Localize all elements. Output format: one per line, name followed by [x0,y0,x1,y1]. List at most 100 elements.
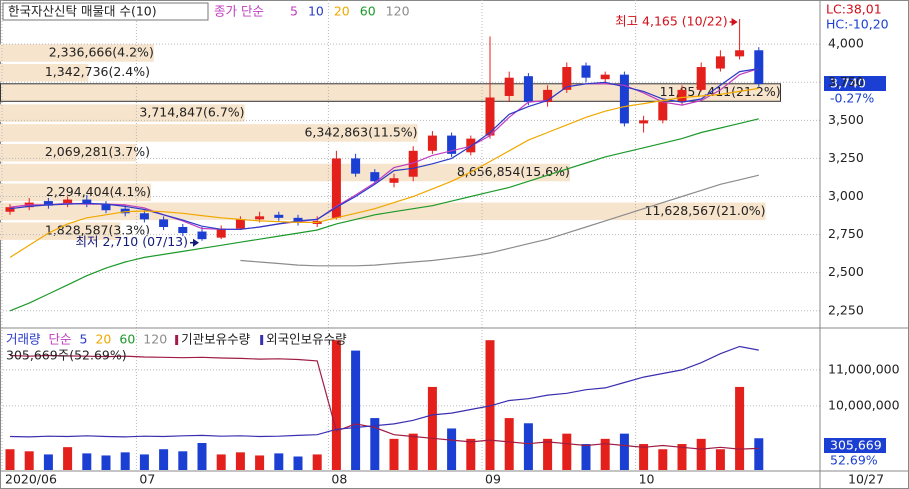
last-volume-box [824,438,886,453]
current-band-outline [0,83,781,102]
legend-entry: 단순 [49,332,72,347]
volume-bar [389,438,399,470]
y-tick-label: 4,000 [828,36,864,51]
volume-bar [197,443,207,470]
y-tick-label: 3,500 [828,112,864,127]
holding-line [9,345,759,438]
candle-body [389,178,399,183]
y2-tick-label: 10,000,000 [828,397,900,412]
price-band [0,222,121,240]
candle-body [101,204,111,211]
candle-body [485,97,495,136]
x-tick-label: 08 [331,472,347,487]
ma-line [9,68,759,230]
volume-bar [485,340,495,470]
lc-label: LC:38,01 [826,2,882,17]
volume-bar [619,433,629,470]
candle-body [696,67,706,90]
volume-bar [101,455,111,470]
price-band [0,104,245,122]
volume-header: 305,669주(52.69%) [6,348,127,363]
legend-entry: 120 [386,4,410,19]
price-band-label: 1,828,587(3.3%) [45,223,150,238]
candle-body [235,219,245,229]
candle-body [5,207,15,212]
volume-bar [715,449,725,470]
candle-body [197,231,207,240]
volume-bar [159,449,169,470]
price-band [0,183,152,202]
candle-body [255,216,265,220]
volume-bar [466,438,476,470]
price-band-label: 3,714,847(6.7%) [139,105,244,120]
volume-bar [658,449,668,470]
volume-bar [255,455,265,470]
y-tick-label: 2,750 [828,226,864,241]
candle-body [216,228,226,238]
last-date: 10/27 [848,472,884,487]
price-band [0,83,781,102]
change-label: -0.27% [830,91,874,106]
y-tick-label: 3,250 [828,150,864,165]
candle-body [120,208,130,214]
ma-line [9,118,759,312]
candle-body [523,76,533,103]
volume-bar [82,453,92,470]
volume-bar [562,433,572,470]
price-bands: 2,336,666(4.2%) 1,342,736(2.4%) 11,857,411… [0,44,781,240]
ma-line [240,174,759,267]
legend-entry: 10 [308,4,324,19]
volume-bar [504,418,514,470]
candle-body [274,214,284,218]
price-band-label: 1,342,736(2.4%) [45,64,150,79]
y2-tick-label: 11,000,000 [828,361,900,376]
plot [5,19,764,470]
arrow-head [193,238,199,247]
legend-swatch [175,335,179,345]
x-tick-label: 07 [139,472,155,487]
price-band [0,63,89,82]
candle-body [754,50,764,84]
candle-body [370,172,380,182]
volume-bar [312,454,322,470]
legend-entry: 20 [95,332,111,347]
volume-bar [370,418,380,470]
legend-entry: 거래량 [6,332,41,347]
volume-bar [523,423,533,470]
candle-body [293,217,303,223]
price-band-label: 11,857,411(21.2%) [660,84,781,99]
volume-bar [754,438,764,470]
last-price-box [824,76,886,91]
candle-body [639,120,649,124]
candle-body [159,219,169,227]
volume-bar [178,451,188,470]
title-box [2,2,209,21]
volume-bar [696,438,706,470]
price-band [0,124,418,142]
x-tick-label: 10 [639,472,655,487]
last-price: 3,740 [830,76,866,91]
legend-entry: 5 [290,4,298,19]
last-volume: 305,669 [830,438,882,453]
volume-bar [43,454,53,470]
holding-line [9,354,759,450]
y-tick-label: 3,750 [828,74,864,89]
price-band-label: 6,342,863(11.5%) [304,124,417,139]
volume-bar [5,449,15,470]
volume-bar [447,428,457,470]
legend-entry: 60 [360,4,376,19]
volume-bar [351,350,361,470]
candle-body [715,56,725,69]
volume-bar [235,452,245,470]
candle-body [600,74,610,80]
legend-entry: 외국인보유수량 [266,332,347,347]
candle-body [543,89,553,103]
volume-bar [331,340,341,470]
candle-body [581,65,591,78]
price-band [0,143,137,162]
candle-body [735,50,745,57]
ma-line [9,87,759,258]
price-band-label: 11,628,567(21.0%) [645,203,766,218]
legend-entry: 60 [119,332,135,347]
